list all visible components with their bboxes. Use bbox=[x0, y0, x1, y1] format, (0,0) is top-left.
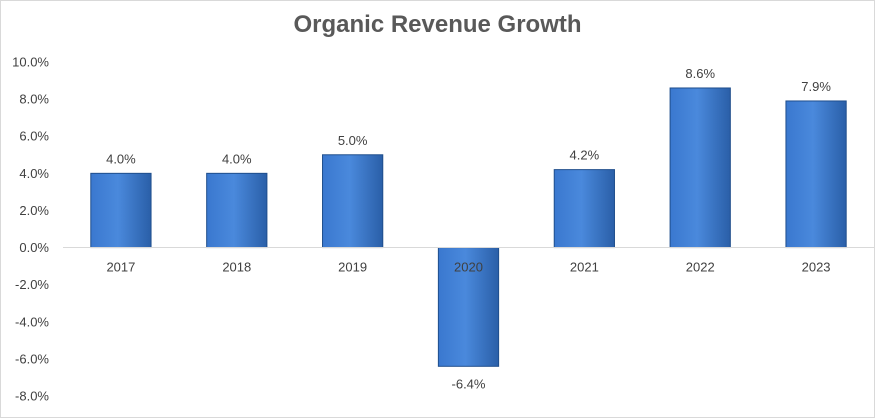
y-tick-label: -4.0% bbox=[15, 314, 49, 329]
x-tick-label: 2019 bbox=[338, 260, 367, 275]
x-tick-label: 2022 bbox=[686, 260, 715, 275]
bar bbox=[206, 172, 268, 249]
x-tick-label: 2021 bbox=[570, 260, 599, 275]
y-tick-label: -8.0% bbox=[15, 389, 49, 404]
x-axis-labels: 2017 2018 2019 2020 2021 2022 2023 bbox=[106, 260, 830, 275]
bar bbox=[437, 247, 500, 367]
data-label: 5.0% bbox=[338, 133, 368, 148]
data-label: 4.0% bbox=[106, 151, 136, 166]
y-tick-label: 0.0% bbox=[19, 240, 49, 255]
y-tick-label: 6.0% bbox=[19, 129, 49, 144]
y-tick-label: -2.0% bbox=[15, 277, 49, 292]
bar bbox=[669, 87, 731, 249]
x-tick-label: 2018 bbox=[222, 260, 251, 275]
x-tick-label: 2017 bbox=[106, 260, 135, 275]
y-tick-label: 8.0% bbox=[19, 92, 49, 107]
bar bbox=[322, 154, 384, 249]
bar-series bbox=[90, 87, 847, 367]
data-label: 8.6% bbox=[685, 66, 715, 81]
y-tick-label: 10.0% bbox=[12, 55, 49, 70]
y-tick-label: 2.0% bbox=[19, 203, 49, 218]
y-tick-label: -6.0% bbox=[15, 351, 49, 366]
bar bbox=[785, 100, 847, 249]
data-label: 4.0% bbox=[222, 151, 252, 166]
y-tick-label: 4.0% bbox=[19, 166, 49, 181]
x-tick-label: 2020 bbox=[454, 260, 483, 275]
bar bbox=[90, 172, 152, 249]
data-label: 7.9% bbox=[801, 79, 831, 94]
data-labels: 4.0% 4.0% 5.0% -6.4% 4.2% 8.6% 7.9% bbox=[106, 66, 831, 391]
y-axis: 10.0% 8.0% 6.0% 4.0% 2.0% 0.0% -2.0% -4.0% -6.0%… bbox=[12, 55, 49, 404]
data-label: 4.2% bbox=[570, 148, 600, 163]
x-tick-label: 2023 bbox=[802, 260, 831, 275]
data-label: -6.4% bbox=[452, 376, 486, 391]
chart-title: Organic Revenue Growth bbox=[293, 11, 582, 38]
bar bbox=[553, 169, 615, 249]
